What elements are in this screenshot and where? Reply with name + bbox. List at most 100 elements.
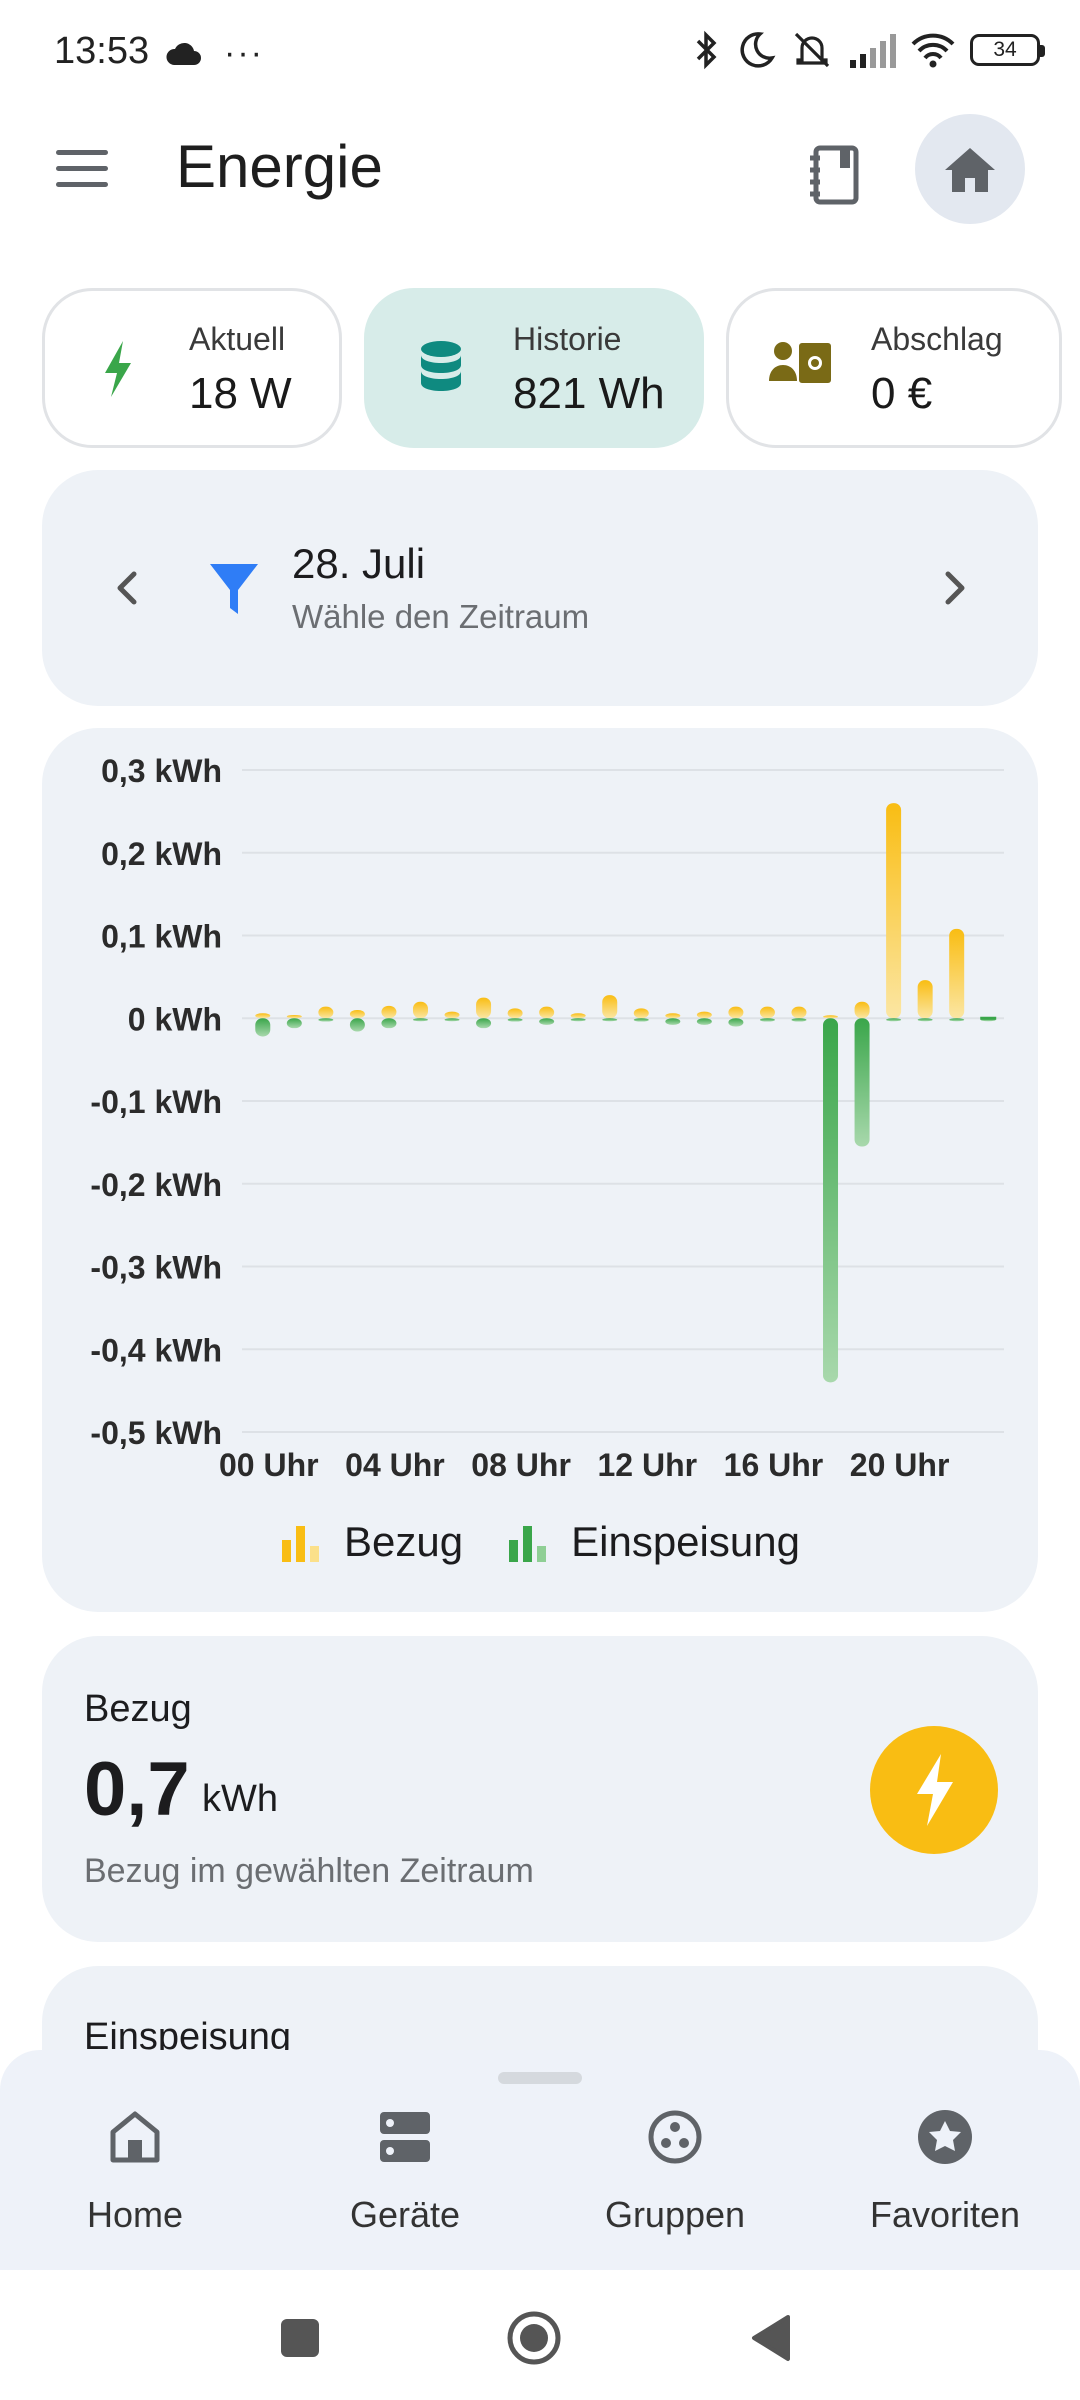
bar-einspeisung[interactable] <box>949 1018 965 1022</box>
home-button[interactable] <box>915 114 1025 224</box>
bar-einspeisung[interactable] <box>539 1018 555 1025</box>
nav-item-favoriten[interactable]: Favoriten <box>810 2102 1080 2236</box>
bar-bezug[interactable] <box>949 928 965 1019</box>
bar-bezug[interactable] <box>823 1015 839 1019</box>
bar-bezug[interactable] <box>791 1006 807 1019</box>
bar-einspeisung[interactable] <box>412 1018 428 1022</box>
database-icon <box>421 341 461 391</box>
energy-chart-card: 0,3 kWh 0,2 kWh 0,1 kWh 0 kWh -0,1 kWh -0,2 k… <box>42 728 1038 1612</box>
status-right-icons: 34 <box>692 30 1045 70</box>
menu-button[interactable] <box>56 150 116 198</box>
bottom-navigation: Home Geräte Gruppen Favoriten <box>0 2050 1080 2270</box>
battery-level: 34 <box>993 38 1017 61</box>
bar-bezug[interactable] <box>728 1006 744 1019</box>
payment-icon <box>769 342 831 383</box>
chart-x-axis: 00 Uhr 04 Uhr 08 Uhr 12 Uhr 16 Uhr 20 Uhr <box>219 1447 949 1483</box>
nav-item-geraete[interactable]: Geräte <box>270 2102 540 2236</box>
recents-button[interactable] <box>272 2310 328 2366</box>
previous-period-button[interactable] <box>98 558 158 618</box>
bar-bezug[interactable] <box>886 803 902 1019</box>
nav-label-favoriten: Favoriten <box>869 2194 1021 2235</box>
bar-einspeisung[interactable] <box>507 1018 523 1022</box>
chip-aktuell[interactable]: Aktuell 18 W <box>42 288 342 448</box>
bar-einspeisung[interactable] <box>255 1018 271 1037</box>
back-button[interactable] <box>742 2310 798 2366</box>
bar-bezug[interactable] <box>412 1001 428 1019</box>
notebook-icon <box>810 145 859 205</box>
bar-bezug[interactable] <box>444 1011 460 1019</box>
chip-abschlag-value: 0 € <box>871 369 933 418</box>
bar-bezug[interactable] <box>318 1006 334 1019</box>
x-tick-label: 20 Uhr <box>850 1447 950 1483</box>
system-home-button[interactable] <box>506 2310 562 2366</box>
bar-einspeisung[interactable] <box>570 1018 586 1022</box>
bar-einspeisung[interactable] <box>633 1018 649 1022</box>
y-tick-label: 0,3 kWh <box>101 753 222 789</box>
bezug-card[interactable]: Bezug 0,7 kWh Bezug im gewählten Zeitrau… <box>42 1636 1038 1942</box>
bar-bezug[interactable] <box>759 1006 775 1019</box>
bar-einspeisung[interactable] <box>476 1018 492 1029</box>
moon-icon <box>740 32 776 68</box>
chip-abschlag[interactable]: Abschlag 0 € <box>726 288 1062 448</box>
nav-label-gruppen: Gruppen <box>604 2194 746 2235</box>
x-tick-label: 12 Uhr <box>597 1447 697 1483</box>
drag-handle[interactable] <box>498 2072 582 2084</box>
bar-bezug[interactable] <box>286 1014 302 1019</box>
bar-bezug[interactable] <box>633 1008 649 1019</box>
chip-historie[interactable]: Historie 821 Wh <box>364 288 704 448</box>
bar-bezug[interactable] <box>507 1008 523 1019</box>
bar-einspeisung[interactable] <box>886 1018 902 1022</box>
bar-einspeisung[interactable] <box>602 1018 618 1022</box>
legend-label-bezug: Bezug <box>344 1518 464 1565</box>
bar-einspeisung[interactable] <box>728 1018 744 1027</box>
bar-einspeisung[interactable] <box>791 1018 807 1022</box>
bar-bezug[interactable] <box>349 1009 365 1019</box>
page-title: Energie <box>176 133 383 200</box>
legend-item-einspeisung[interactable]: Einspeisung <box>507 1518 800 1566</box>
bar-einspeisung[interactable] <box>286 1018 302 1029</box>
nav-item-home[interactable]: Home <box>0 2102 270 2236</box>
nav-label-geraete: Geräte <box>349 2194 461 2235</box>
energy-bar-chart[interactable]: 0,3 kWh 0,2 kWh 0,1 kWh 0 kWh -0,1 kWh -0,2 k… <box>42 728 1038 1508</box>
period-hint: Wähle den Zeitraum <box>292 598 590 635</box>
bar-einspeisung[interactable] <box>917 1018 933 1022</box>
home-outline-icon <box>110 2111 160 2163</box>
bar-einspeisung[interactable] <box>759 1018 775 1022</box>
bar-einspeisung[interactable] <box>444 1018 460 1022</box>
bar-einspeisung[interactable] <box>349 1018 365 1032</box>
bolt-icon <box>105 341 131 397</box>
bezug-value: 0,7 <box>84 1747 190 1832</box>
notebook-button[interactable] <box>800 140 870 210</box>
bar-bezug[interactable] <box>854 1001 870 1019</box>
legend-item-bezug[interactable]: Bezug <box>280 1518 463 1566</box>
y-tick-label: -0,2 kWh <box>90 1167 222 1203</box>
app-bar: Energie <box>0 110 1080 230</box>
bar-einspeisung[interactable] <box>854 1018 870 1147</box>
bar-bezug[interactable] <box>570 1013 586 1019</box>
next-period-button[interactable] <box>924 558 984 618</box>
devices-icon <box>380 2112 430 2162</box>
bar-bezug[interactable] <box>381 1005 397 1019</box>
bar-einspeisung[interactable] <box>696 1018 712 1025</box>
system-navigation-bar <box>0 2270 1080 2400</box>
status-left-icons: ··· <box>164 34 264 73</box>
x-tick-label: 04 Uhr <box>345 1447 445 1483</box>
bezug-badge <box>870 1726 998 1854</box>
period-selector[interactable]: 28. Juli Wähle den Zeitraum <box>42 470 1038 706</box>
bar-bezug[interactable] <box>539 1006 555 1019</box>
bar-bezug[interactable] <box>696 1011 712 1019</box>
bar-einspeisung[interactable] <box>823 1018 839 1383</box>
bar-einspeisung[interactable] <box>318 1018 334 1022</box>
bar-chart-icon <box>282 1526 320 1562</box>
bar-einspeisung[interactable] <box>665 1018 681 1025</box>
bezug-unit: kWh <box>202 1778 278 1820</box>
bar-bezug[interactable] <box>476 997 492 1019</box>
bar-bezug[interactable] <box>665 1013 681 1019</box>
overflow-dots: ··· <box>224 34 264 72</box>
bar-bezug[interactable] <box>917 980 933 1019</box>
status-bar: 13:53 ··· 34 <box>0 0 1080 110</box>
nav-item-gruppen[interactable]: Gruppen <box>540 2102 810 2236</box>
bar-bezug[interactable] <box>602 995 618 1019</box>
bar-bezug[interactable] <box>255 1013 271 1019</box>
bar-einspeisung[interactable] <box>381 1018 397 1029</box>
